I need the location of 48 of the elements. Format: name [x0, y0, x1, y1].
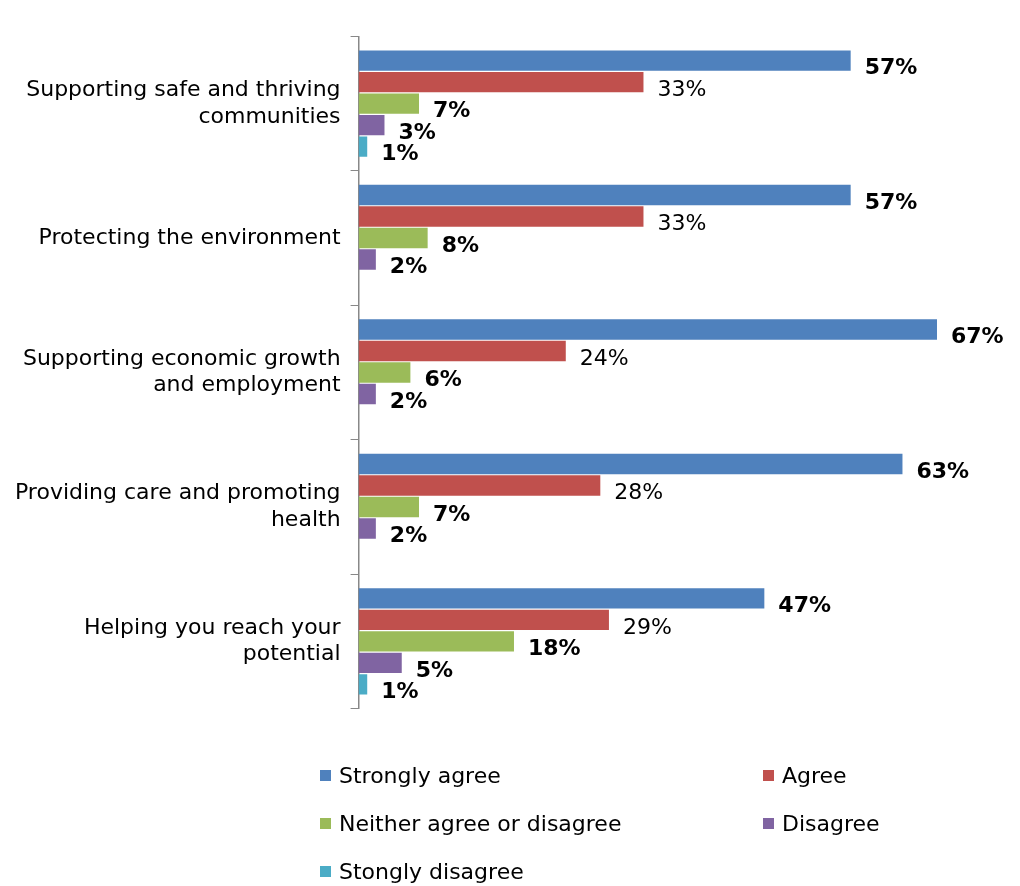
data-label: 33%: [657, 75, 707, 101]
legend-label: Strongly agree: [339, 762, 501, 788]
data-label: 7%: [433, 500, 471, 526]
data-label: 28%: [614, 479, 664, 505]
data-label: 7%: [433, 97, 471, 123]
data-label: 29%: [622, 613, 672, 639]
bar: [358, 136, 368, 157]
bar: [358, 71, 644, 93]
legend-label: Neither agree or disagree: [339, 810, 622, 836]
bar: [358, 518, 376, 539]
bar: [358, 227, 428, 249]
y-tick-label: Supporting economic growth and employment: [22, 345, 341, 397]
data-label: 57%: [864, 54, 918, 80]
bar: [358, 674, 368, 695]
bar: [358, 475, 601, 496]
bar: [358, 631, 514, 652]
data-label: 47%: [778, 592, 832, 618]
bar: [358, 114, 385, 136]
y-tick-label: Helping you reach your potential: [83, 613, 342, 666]
data-label: 24%: [579, 344, 629, 370]
bar: [358, 609, 609, 631]
data-label: 33%: [657, 210, 707, 236]
data-label: 63%: [916, 457, 970, 483]
bar: [358, 50, 851, 71]
legend-label: Stongly disagree: [339, 858, 524, 884]
bar: [358, 362, 411, 383]
bar: [358, 319, 937, 340]
data-label: 18%: [527, 635, 581, 661]
bar: [358, 588, 765, 609]
data-label: 67%: [951, 323, 1004, 349]
bar: [358, 453, 903, 475]
y-tick-label: Supporting safe and thriving communities: [26, 76, 341, 128]
bar: [358, 496, 420, 518]
data-label: 8%: [441, 231, 480, 257]
bar: [358, 249, 376, 270]
bar: [358, 93, 420, 114]
bar: [358, 340, 566, 362]
data-label: 57%: [864, 188, 918, 214]
bar: [358, 383, 376, 405]
y-tick-label: Protecting the environment: [38, 223, 341, 249]
bar: [358, 206, 644, 227]
legend-label: Disagree: [782, 810, 880, 836]
legend-label: Agree: [782, 762, 847, 788]
y-tick-label: Providing care and promoting health: [14, 479, 341, 531]
data-label: 2%: [389, 522, 428, 548]
bar: [358, 184, 851, 206]
bar: [358, 652, 402, 674]
data-label: 2%: [389, 253, 428, 279]
